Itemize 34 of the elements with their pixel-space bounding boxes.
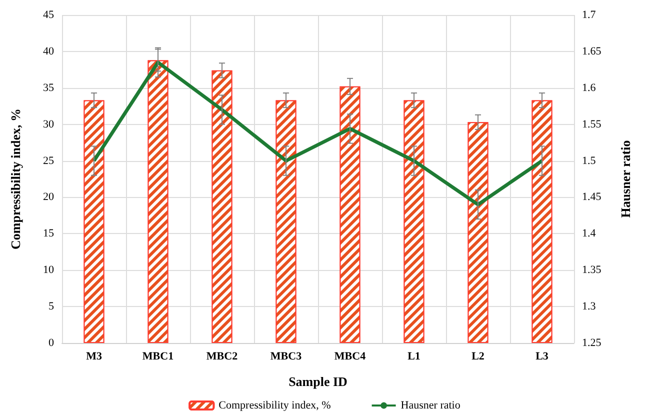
x-tick-label: MBC4 (334, 350, 366, 362)
y-tick-label: 10 (43, 264, 54, 276)
line-series (92, 60, 544, 206)
y2-tick-label: 1.35 (582, 264, 602, 276)
y-tick-label: 15 (43, 228, 54, 240)
y2-tick-label: 1.45 (582, 191, 602, 204)
y-tick-label: 30 (43, 118, 54, 130)
x-tick-label: L1 (408, 350, 420, 362)
y2-tick-label: 1.55 (582, 118, 602, 130)
y-tick-label: 45 (43, 9, 54, 21)
y2-tick-label: 1.65 (582, 45, 602, 58)
y-tick-label: 35 (43, 82, 54, 94)
y-tick-label: 5 (48, 300, 54, 313)
y2-tick-label: 1.5 (582, 154, 596, 167)
y-axis-title: Compressibility index, % (8, 108, 23, 250)
y2-tick-label: 1.7 (582, 9, 596, 21)
y2-tick-label: 1.4 (582, 228, 596, 240)
y-tick-label: 20 (43, 191, 54, 204)
y2-tick-label: 1.6 (582, 82, 596, 94)
y-tick-label: 0 (48, 337, 54, 349)
legend-label: Compressibility index, % (218, 400, 331, 412)
x-tick-label: L3 (536, 350, 549, 362)
y2-tick-label: 1.3 (582, 300, 596, 313)
y-tick-label: 40 (43, 45, 54, 58)
y2-axis-title: Hausner ratio (618, 140, 633, 218)
y2-tick-label: 1.25 (582, 337, 602, 349)
x-tick-label: MBC1 (142, 350, 174, 362)
legend-label: Hausner ratio (400, 400, 461, 412)
x-tick-label: MBC3 (270, 350, 302, 362)
x-axis-title: Sample ID (288, 374, 348, 389)
x-tick-label: M3 (86, 350, 102, 362)
y-tick-label: 25 (43, 154, 54, 167)
x-tick-label: L2 (472, 350, 485, 362)
x-tick-label: MBC2 (206, 350, 238, 362)
